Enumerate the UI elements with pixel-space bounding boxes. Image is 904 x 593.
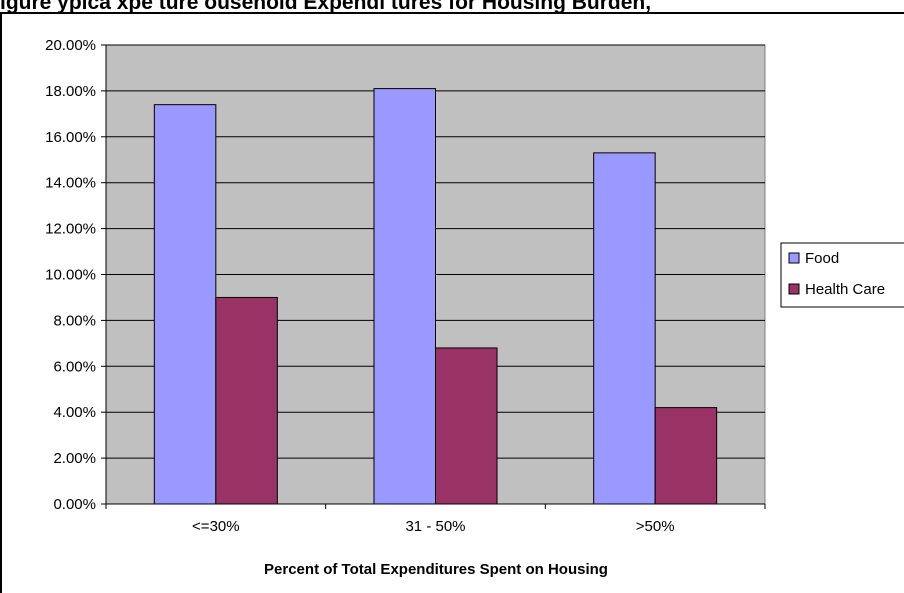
y-tick-label: 10.00%	[45, 267, 96, 284]
x-axis: <=30% 31 - 50% >50%	[105, 503, 766, 535]
y-tick-label: 14.00%	[45, 175, 96, 192]
legend-box	[780, 242, 904, 308]
bar-food	[373, 88, 437, 505]
y-axis: 0.00% 2.00% 4.00% 6.00% 8.00% 10.00% 12.00% 14.…	[45, 37, 107, 513]
y-tick-label: 12.00%	[45, 221, 96, 238]
legend: Food Health Care	[780, 242, 904, 308]
bar-food	[153, 104, 217, 505]
bars	[153, 88, 718, 505]
y-tick-label: 2.00%	[53, 450, 96, 467]
y-tick-label: 6.00%	[53, 358, 96, 375]
bar-food	[593, 152, 656, 505]
legend-swatch-food	[788, 252, 800, 264]
y-tick-label: 18.00%	[45, 83, 96, 100]
y-tick-label: 16.00%	[45, 129, 96, 146]
y-tick-label: 4.00%	[53, 404, 96, 421]
x-tick-label: 31 - 50%	[405, 518, 465, 535]
x-axis-title: Percent of Total Expenditures Spent on H…	[264, 561, 608, 578]
y-tick-label: 20.00%	[45, 37, 96, 54]
y-tick-label: 8.00%	[53, 312, 96, 329]
legend-label-health-care: Health Care	[805, 281, 885, 298]
y-tick-label: 0.00%	[53, 496, 96, 513]
legend-swatch-health-care	[788, 283, 800, 295]
legend-label-food: Food	[805, 250, 839, 267]
chart-title: igure ypica xpe ture ousehold Expendi tu…	[0, 0, 651, 14]
x-tick-label: >50%	[636, 518, 675, 535]
bar-health-care	[654, 407, 718, 505]
bar-health-care	[435, 347, 498, 505]
bar-health-care	[215, 296, 278, 505]
x-tick-label: <=30%	[192, 518, 240, 535]
